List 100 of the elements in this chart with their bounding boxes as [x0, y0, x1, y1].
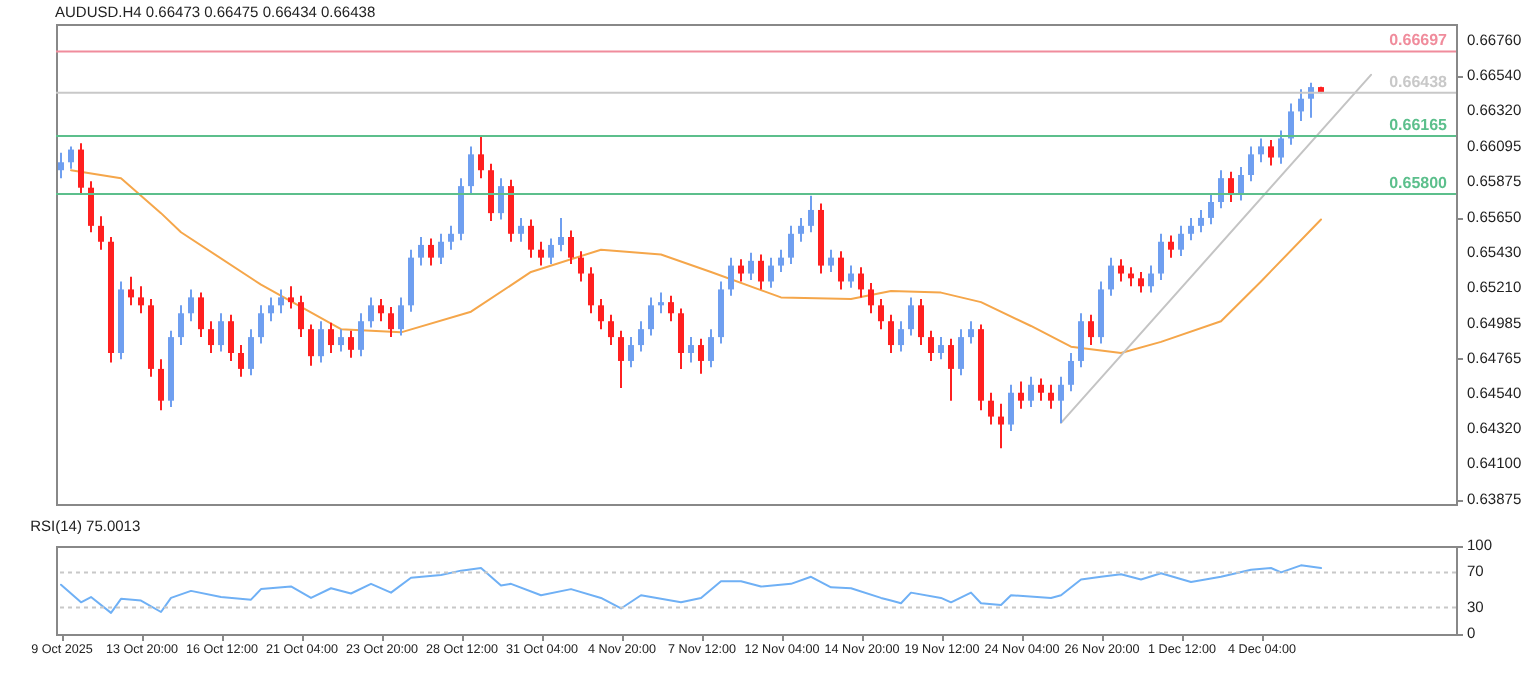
candlestick	[828, 248, 834, 273]
candlestick	[998, 402, 1004, 450]
candlestick	[408, 248, 414, 313]
candlestick	[398, 296, 404, 337]
ref-line-label: 0.66697	[1389, 31, 1449, 50]
candlestick	[248, 328, 254, 377]
candlestick	[288, 285, 294, 310]
candlestick	[578, 250, 584, 283]
candlestick	[968, 320, 974, 345]
candlestick	[948, 337, 954, 402]
candlestick	[88, 180, 94, 234]
candlestick	[1098, 280, 1104, 345]
candlestick	[358, 312, 364, 358]
ref-line-label: 0.66165	[1389, 116, 1449, 135]
candlestick	[588, 266, 594, 315]
candlestick	[938, 336, 944, 361]
candlestick	[1208, 193, 1214, 226]
candlestick	[158, 358, 164, 412]
candlestick	[618, 329, 624, 389]
candlestick	[648, 296, 654, 337]
candlestick	[458, 177, 464, 242]
candlestick	[608, 313, 614, 347]
candlestick	[558, 216, 564, 253]
candlestick	[1018, 380, 1024, 410]
candlestick	[508, 178, 514, 243]
candlestick	[328, 321, 334, 355]
candlestick	[708, 328, 714, 369]
candlestick	[1278, 129, 1284, 165]
candlestick	[1138, 270, 1144, 294]
candlestick	[308, 323, 314, 367]
candlestick	[208, 320, 214, 355]
candlestick	[668, 294, 674, 323]
line-series	[70, 169, 1322, 355]
candlestick	[388, 305, 394, 339]
line-series	[60, 564, 1322, 614]
candlestick	[1248, 145, 1254, 183]
candlestick	[1198, 208, 1204, 234]
candlestick	[658, 291, 664, 315]
candlestick	[228, 313, 234, 362]
candlestick	[518, 216, 524, 243]
candlestick	[278, 288, 284, 315]
candlestick	[68, 145, 74, 170]
candlestick	[748, 251, 754, 281]
candlestick	[1028, 375, 1034, 409]
candlestick	[598, 297, 604, 331]
candlestick	[758, 253, 764, 291]
candlestick	[878, 297, 884, 331]
candlestick	[298, 294, 304, 339]
candlestick	[1218, 169, 1224, 210]
candlestick	[1038, 377, 1044, 402]
candlestick	[958, 328, 964, 377]
candlestick	[1228, 170, 1234, 204]
candlestick	[448, 224, 454, 251]
candlestick	[898, 320, 904, 353]
candlestick	[98, 215, 104, 251]
candlestick	[128, 275, 134, 307]
candlestick	[338, 328, 344, 353]
candlestick	[78, 142, 84, 196]
candlestick	[178, 304, 184, 347]
candlestick	[868, 282, 874, 315]
candlestick	[808, 194, 814, 234]
candlestick	[688, 336, 694, 364]
candlestick	[528, 218, 534, 259]
candlestick	[1158, 232, 1164, 281]
candlestick	[678, 307, 684, 370]
candlestick	[548, 237, 554, 265]
candlestick	[318, 320, 324, 364]
candlestick	[1238, 166, 1244, 202]
candlestick	[1268, 139, 1274, 167]
candlestick	[698, 337, 704, 375]
candlestick	[1298, 88, 1304, 122]
candlestick	[1068, 352, 1074, 393]
candlestick	[368, 296, 374, 329]
candlestick	[1168, 234, 1174, 259]
candlestick	[838, 250, 844, 291]
candlestick	[428, 237, 434, 267]
candlestick	[1078, 312, 1084, 369]
candlestick	[468, 145, 474, 196]
candlestick	[138, 285, 144, 315]
candlestick	[768, 256, 774, 289]
candlestick	[1288, 102, 1294, 146]
candlestick	[728, 256, 734, 297]
candlestick	[628, 336, 634, 369]
candlestick	[918, 297, 924, 347]
candlestick	[1118, 258, 1124, 283]
candlestick	[198, 291, 204, 339]
candlestick	[988, 391, 994, 426]
candlestick	[858, 266, 864, 299]
candlestick	[258, 304, 264, 345]
candlestick	[218, 312, 224, 353]
candlestick	[478, 135, 484, 180]
candlestick	[538, 240, 544, 267]
candlestick	[378, 297, 384, 323]
candlestick	[778, 248, 784, 273]
candlestick	[1178, 224, 1184, 258]
candlestick	[58, 151, 64, 180]
candlestick	[798, 216, 804, 243]
candlestick	[1048, 383, 1054, 410]
candlestick	[1108, 256, 1114, 297]
candlestick	[908, 296, 914, 337]
